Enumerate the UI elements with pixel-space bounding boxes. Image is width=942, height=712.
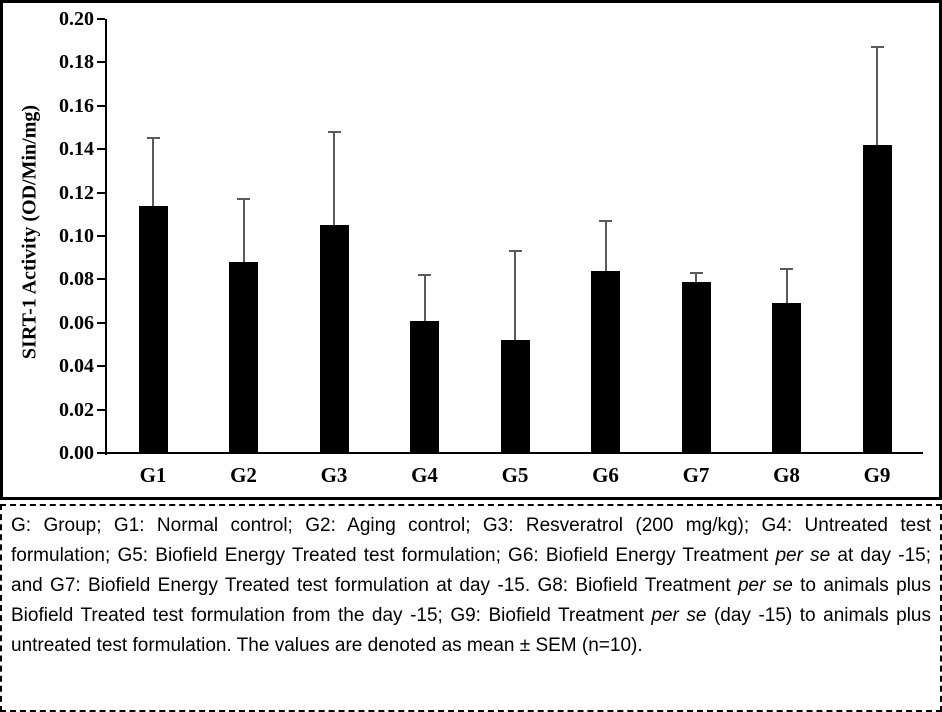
y-tick-label: 0.08	[59, 268, 94, 291]
y-tick-label: 0.14	[59, 138, 94, 161]
y-axis-line	[105, 19, 107, 455]
y-tick-label: 0.06	[59, 311, 94, 334]
error-bar-cap	[418, 274, 431, 277]
y-tick-mark	[97, 235, 105, 237]
y-tick-mark	[97, 408, 105, 411]
error-bar-cap	[870, 46, 884, 49]
y-tick-label: 0.04	[59, 355, 94, 378]
error-bar-cap	[599, 219, 612, 222]
bar-g9	[862, 144, 892, 453]
caption-segment: G: Group; G1: Normal control; G2: Aging …	[11, 515, 931, 566]
x-tick-label-g8: G8	[773, 463, 800, 487]
plot-area: SIRT-1 Activity (OD/Min/mg) 0.00 0.02 0.04…	[19, 8, 923, 487]
error-bar-line	[876, 47, 878, 145]
bar-g6	[591, 270, 620, 453]
error-bar-cap	[780, 267, 793, 270]
caption-italic-segment: per se	[651, 605, 707, 626]
error-bar-line	[333, 131, 335, 226]
y-tick-mark	[97, 321, 105, 324]
y-tick-mark	[97, 104, 105, 107]
y-tick-mark	[97, 278, 105, 281]
y-tick-mark	[97, 61, 105, 64]
bar-g3	[319, 225, 349, 453]
x-tick-label-g6: G6	[592, 463, 619, 487]
y-tick-label: 0.12	[59, 181, 94, 204]
error-bar-line	[785, 268, 788, 304]
bar-g4	[410, 320, 439, 453]
error-bar-cap	[237, 198, 250, 201]
caption-segment: (day -15) to animals plus untreated test…	[11, 605, 931, 656]
error-bar-cap	[327, 130, 341, 133]
error-bar-line	[242, 199, 245, 263]
y-tick-label: 0.18	[59, 51, 94, 74]
x-tick-label-g3: G3	[320, 463, 348, 487]
error-bar-line	[695, 272, 697, 282]
x-axis-line	[105, 452, 923, 454]
bar-g1	[138, 205, 168, 453]
caption-segment: at day -15; and G7: Biofield Energy Trea…	[11, 545, 931, 596]
error-bar-cap	[689, 271, 703, 274]
y-tick-mark	[97, 18, 105, 20]
caption-italic-segment: per se	[775, 545, 831, 566]
caption-segment: to animals plus Biofield Treated test fo…	[11, 575, 931, 626]
y-tick-label: 0.16	[59, 94, 94, 117]
error-bar-line	[152, 138, 154, 206]
bar-g5	[500, 340, 530, 453]
y-tick-label: 0.10	[59, 225, 94, 247]
y-tick-mark	[97, 365, 105, 368]
y-tick-label: 0.00	[59, 442, 94, 464]
x-tick-label-g2: G2	[230, 463, 257, 487]
y-tick-label: 0.20	[59, 8, 94, 30]
y-tick-mark	[97, 452, 105, 454]
error-bar-cap	[146, 137, 160, 140]
error-bar-line	[514, 251, 516, 341]
x-tick-label-g1: G1	[139, 463, 167, 487]
y-tick-mark	[97, 148, 105, 151]
bar-g2	[229, 262, 258, 453]
bar-g8	[772, 303, 801, 453]
bar-g7	[681, 281, 711, 453]
error-bar-line	[423, 275, 426, 321]
error-bar-line	[604, 220, 607, 271]
x-tick-label-g9: G9	[863, 463, 891, 487]
x-tick-label-g5: G5	[501, 463, 529, 487]
y-tick-mark	[97, 191, 105, 194]
caption-italic-segment: per se	[737, 575, 793, 596]
x-tick-label-g4: G4	[411, 463, 438, 487]
y-tick-label: 0.02	[59, 398, 94, 421]
x-tick-label-g7: G7	[682, 463, 710, 487]
caption-box: G: Group; G1: Normal control; G2: Aging …	[0, 504, 942, 712]
figure-caption: G: Group; G1: Normal control; G2: Aging …	[2, 506, 940, 666]
error-bar-cap	[508, 250, 522, 253]
